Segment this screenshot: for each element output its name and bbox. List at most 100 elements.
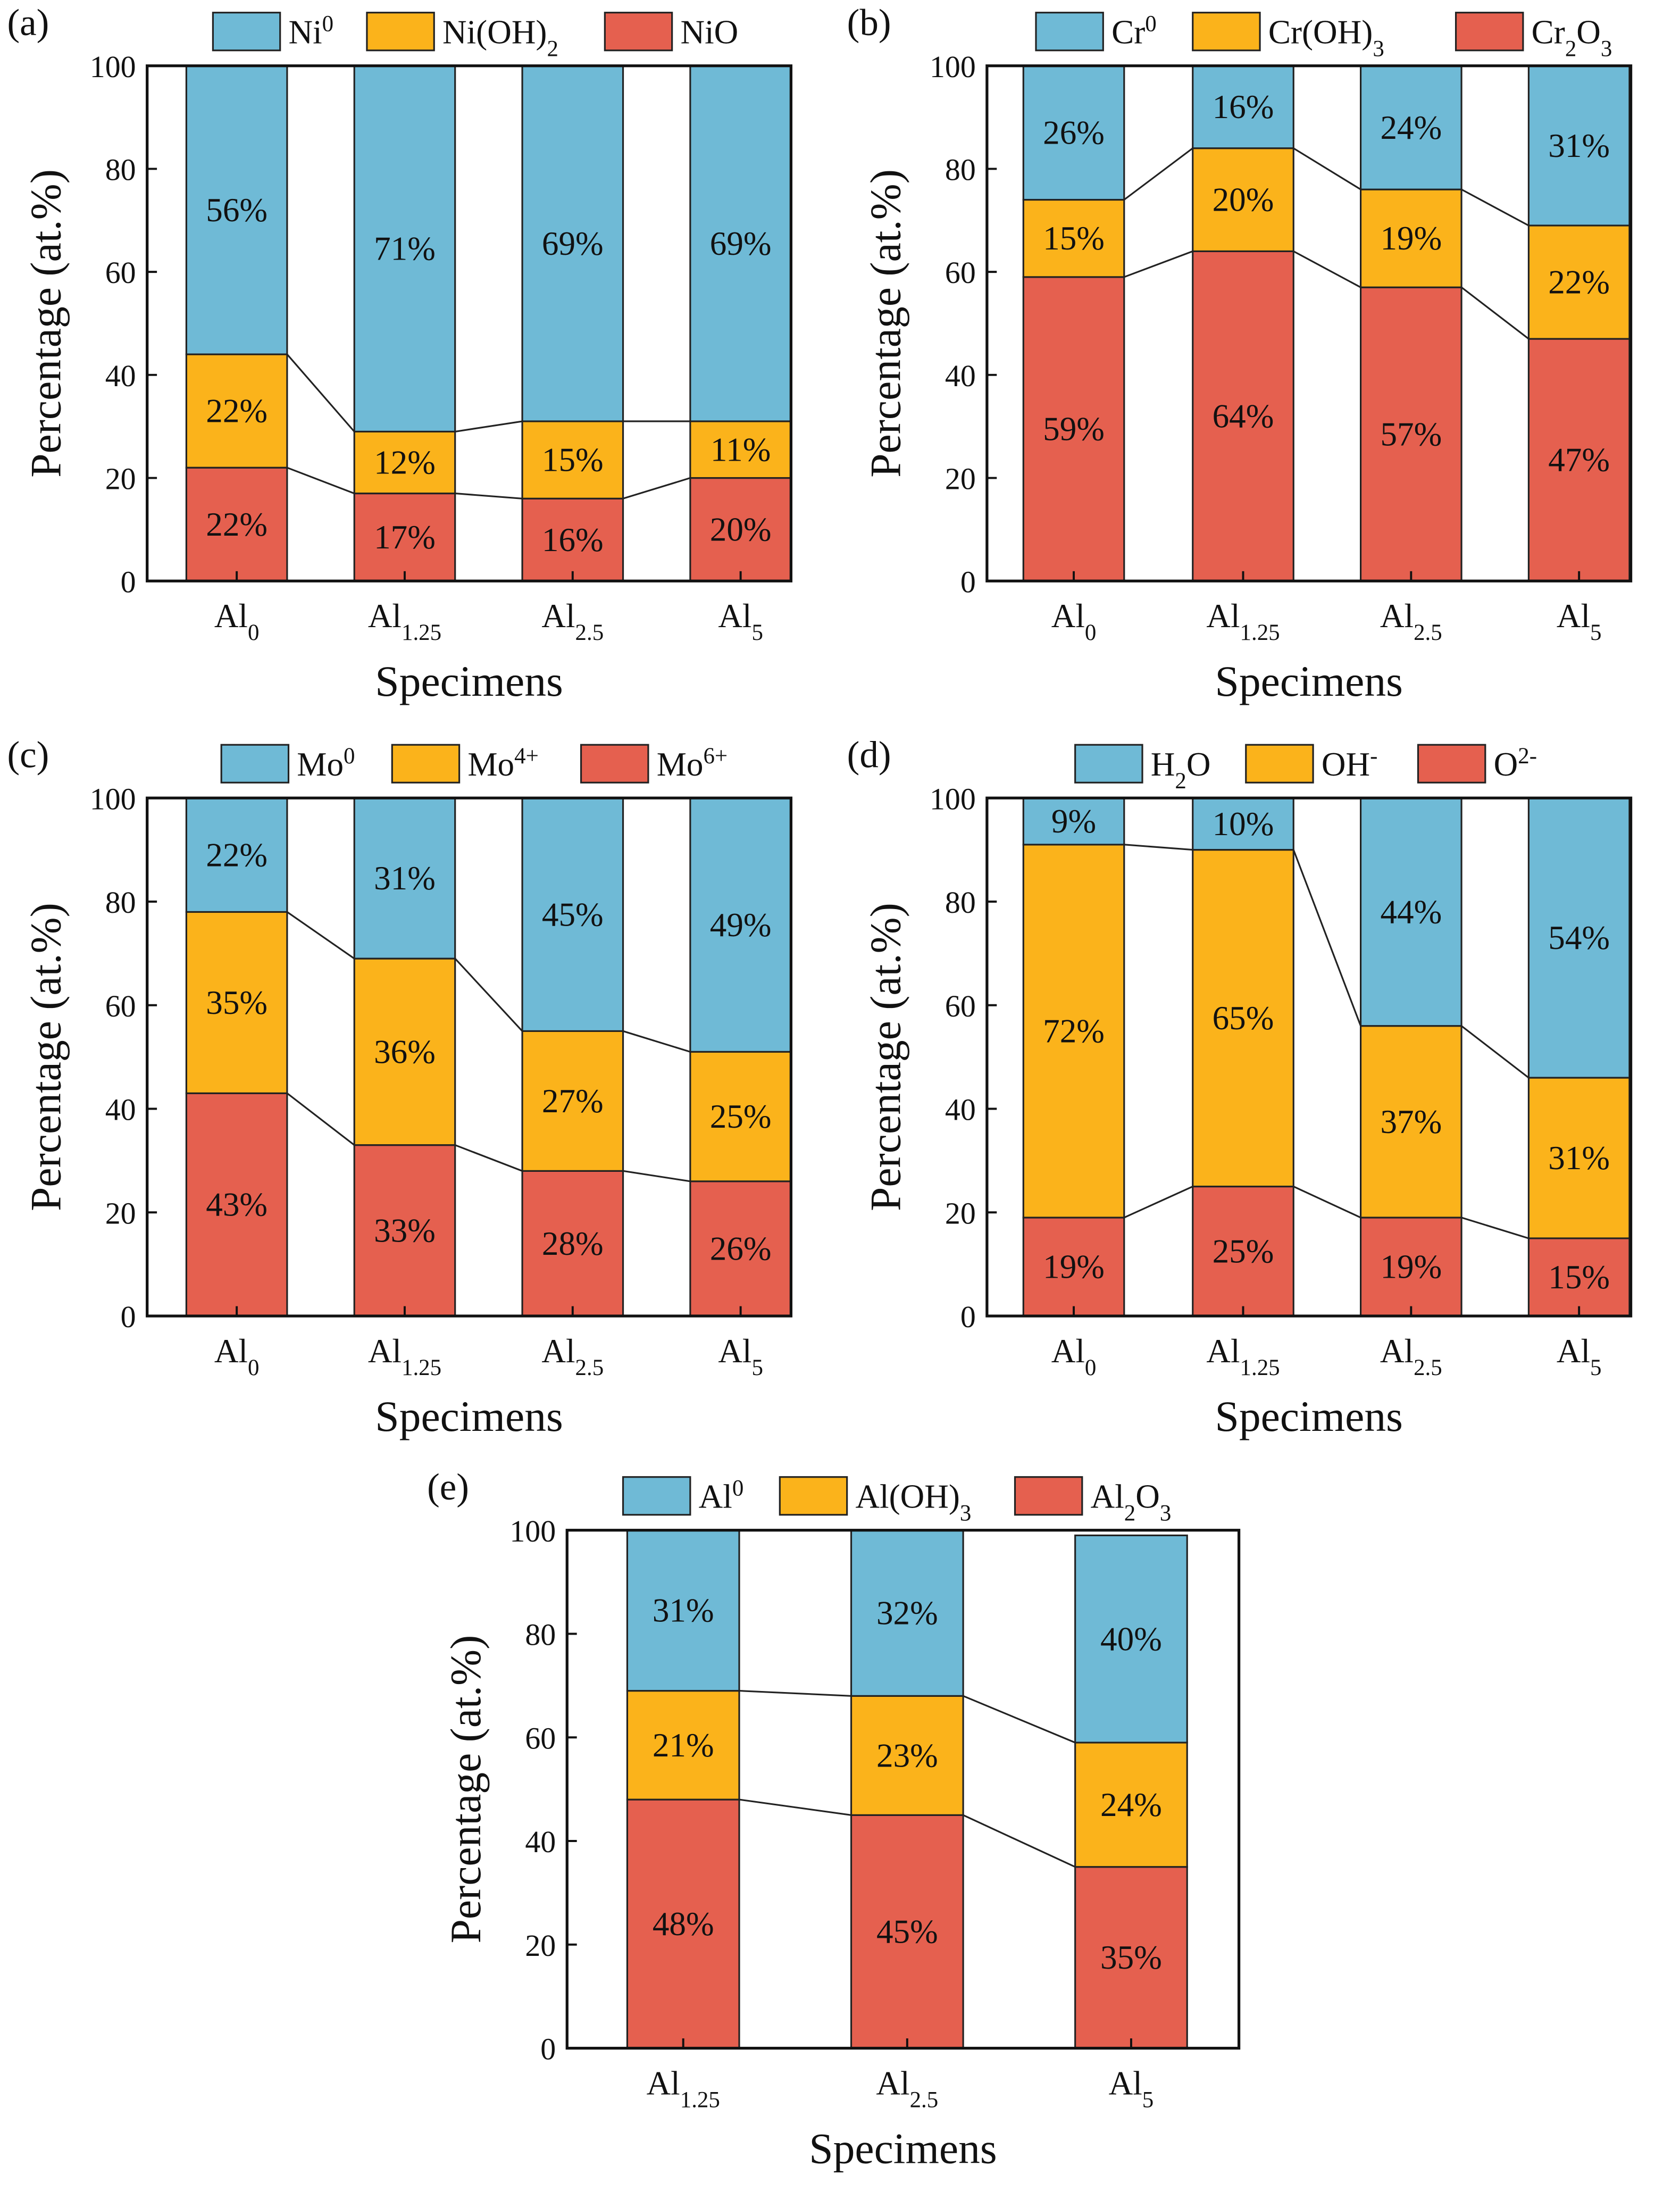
bar-segment [1022,198,1125,278]
text-segment: Al [718,1332,751,1370]
text-segment: 2.5 [1414,620,1442,645]
text-segment: Al [214,1332,248,1370]
x-tick-label: Al2.5 [541,1332,604,1380]
x-tick-label: Al1.25 [368,1332,441,1380]
y-tick-label: 40 [105,359,136,393]
y-tick-label: 60 [525,1721,556,1755]
text-segment: 4+ [514,744,539,769]
legend-swatch [622,1476,691,1516]
y-tick-label: 0 [960,1299,976,1334]
bar-segment [353,797,456,960]
legend-label: Cr2O3 [1532,14,1612,62]
x-tick-label: Al5 [718,1332,763,1380]
panel-label: (b) [847,2,891,44]
text-segment: 5 [1590,620,1601,645]
x-tick-label: Al2.5 [876,2064,938,2112]
data-label: 40% [1100,1620,1162,1657]
text-segment: 3 [1373,36,1384,61]
legend-swatch [580,744,649,784]
connector-line [1293,1186,1361,1219]
legend: Mo0 Mo4+ Mo6+ [220,744,728,784]
data-label: 22% [206,836,268,873]
text-segment: Al [1380,1332,1414,1370]
text-segment: 2 [547,36,558,61]
data-label: 26% [710,1230,772,1267]
data-label: 9% [1051,803,1096,840]
x-tick-label: Al1.25 [368,597,441,645]
legend-swatch [1245,744,1314,784]
y-tick-label: 80 [945,885,976,920]
panel-label: (a) [7,2,49,44]
x-tick-label: Al0 [214,1332,260,1380]
legend-swatch [1014,1476,1083,1516]
data-label: 21% [653,1727,714,1764]
connector-line [623,1170,691,1182]
bar-segment [1527,1077,1631,1239]
axes-frame [146,796,793,1318]
y-tick-label: 0 [121,1299,136,1334]
bar-segment [1022,797,1125,846]
text-segment: Al [876,2064,909,2102]
data-label: 16% [542,521,604,559]
legend-label: NiO [680,14,738,51]
bar-segment [1527,65,1631,227]
bar-segment [185,65,288,355]
y-tick-label: 80 [525,1618,556,1652]
chart-panel-b: 59% 64% 57%47%15%20%19%22%26%16%24% 31%0204… [847,2,1633,705]
data-label: 65% [1213,999,1274,1037]
connector-line [1124,250,1193,278]
data-label: 19% [1380,1248,1442,1286]
text-segment: 6+ [703,744,728,769]
text-segment: Al [1557,597,1590,635]
y-tick-label: 40 [945,359,976,393]
data-label: 28% [542,1225,604,1262]
text-segment: Al [1557,1332,1590,1370]
x-tick-label: Al5 [1557,597,1602,645]
bar-segment [1360,797,1462,1027]
legend-swatch [1074,744,1143,784]
text-segment: Ni(OH) [442,14,547,51]
text-segment: 1.25 [680,2087,720,2112]
text-segment: Al [541,597,575,635]
connector-line [455,420,523,432]
connector-line [1461,188,1529,227]
text-segment: 2 [1175,769,1186,794]
text-segment: Al [214,597,248,635]
y-axis-label: Percentage (at.%) [22,903,70,1211]
panel-label: (e) [427,1467,469,1508]
legend: Ni0 Ni(OH)2 NiO [212,11,738,61]
data-label: 22% [206,506,268,543]
x-tick-label: Al0 [214,597,260,645]
connector-line [454,958,523,1032]
data-label: 64% [1213,397,1274,435]
data-label: 25% [710,1098,772,1135]
x-tick-label: Al2.5 [1380,597,1442,645]
bar-segment [1192,250,1294,582]
connector-line [623,477,691,499]
y-axis-label: Percentage (at.%) [441,1635,490,1944]
text-segment: 5 [751,620,763,645]
connector-line [455,493,523,499]
axes-frame [146,64,793,582]
data-label: 25% [1213,1232,1274,1270]
chart-panel-e: 48% 45%35%21% 23%24%31% 32%40%020406080100A… [427,1467,1241,2172]
text-segment: 0 [322,11,333,36]
x-tick-label: Al0 [1051,1332,1097,1380]
text-segment: 0 [1085,620,1096,645]
text-segment: 0 [344,744,355,769]
legend-swatch [366,12,435,52]
legend-label: Al0 [699,1476,744,1515]
axes-frame [985,64,1633,582]
connector-line [1461,1217,1529,1239]
bar-segment [353,65,456,432]
data-label: 26% [1043,114,1105,152]
y-tick-label: 0 [540,2032,556,2067]
bar-segment [1192,147,1294,252]
connector-line [739,1798,851,1816]
data-label: 22% [1548,264,1610,301]
y-tick-label: 0 [121,564,136,599]
y-tick-label: 100 [509,1514,556,1548]
bar-segment [353,957,456,1146]
text-segment: Ni [289,14,322,51]
data-label: 69% [710,225,772,262]
